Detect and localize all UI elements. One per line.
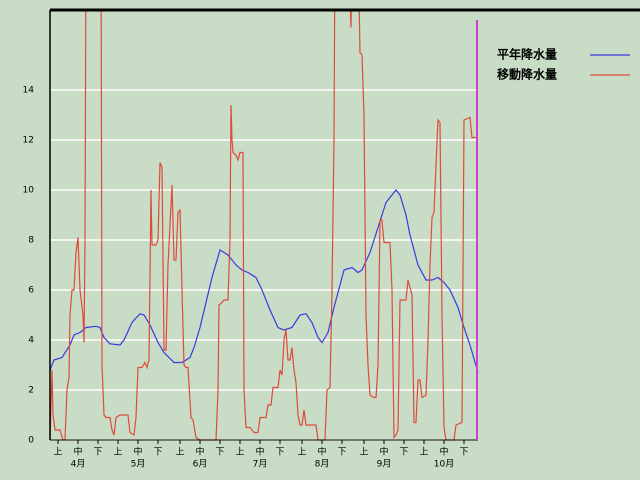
x-tick-label: 上 <box>113 447 122 458</box>
x-tick-label: 下 <box>215 448 224 458</box>
y-tick-label: 8 <box>28 236 34 246</box>
month-label: 5月 <box>131 459 146 470</box>
x-tick-label: 上 <box>235 447 244 458</box>
x-tick-label: 下 <box>399 448 408 458</box>
x-tick-label: 中 <box>195 446 204 458</box>
y-tick-label: 14 <box>23 86 35 96</box>
series-line <box>50 189 479 373</box>
x-tick-label: 上 <box>175 447 184 458</box>
y-tick-label: 12 <box>23 136 34 146</box>
x-tick-label: 下 <box>275 448 284 458</box>
month-label: 7月 <box>253 459 268 470</box>
x-tick-label: 中 <box>317 446 326 458</box>
x-tick-label: 中 <box>255 446 264 458</box>
y-tick-label: 10 <box>23 186 35 196</box>
x-tick-label: 下 <box>93 448 102 458</box>
grid <box>50 89 478 441</box>
series-line <box>50 10 478 441</box>
plot-area <box>50 10 479 441</box>
legend-label: 平年降水量 <box>497 47 557 62</box>
x-tick-label: 中 <box>379 446 388 458</box>
x-tick-label: 上 <box>359 447 368 458</box>
x-tick-label: 上 <box>419 447 428 458</box>
x-tick-label: 中 <box>73 446 82 458</box>
x-tick-label: 下 <box>459 448 468 458</box>
x-tick-label: 下 <box>337 448 346 458</box>
month-label: 8月 <box>315 459 330 470</box>
month-label: 9月 <box>377 459 392 470</box>
y-tick-label: 6 <box>28 286 34 296</box>
x-tick-label: 上 <box>53 447 62 458</box>
y-tick-label: 4 <box>28 336 34 346</box>
month-label: 4月 <box>71 459 86 470</box>
y-tick-label: 0 <box>28 436 34 446</box>
month-label: 6月 <box>193 459 208 470</box>
x-tick-label: 上 <box>297 447 306 458</box>
x-tick-label: 中 <box>133 446 142 458</box>
month-label: 10月 <box>434 459 454 470</box>
legend-label: 移動降水量 <box>497 67 557 82</box>
y-tick-label: 2 <box>28 386 34 396</box>
x-tick-label: 中 <box>439 446 448 458</box>
labels: 02468101214上中下上中下上中下上中下上中下上中下上中下4月 5月 6月 7月… <box>23 47 630 470</box>
x-tick-label: 下 <box>153 448 162 458</box>
